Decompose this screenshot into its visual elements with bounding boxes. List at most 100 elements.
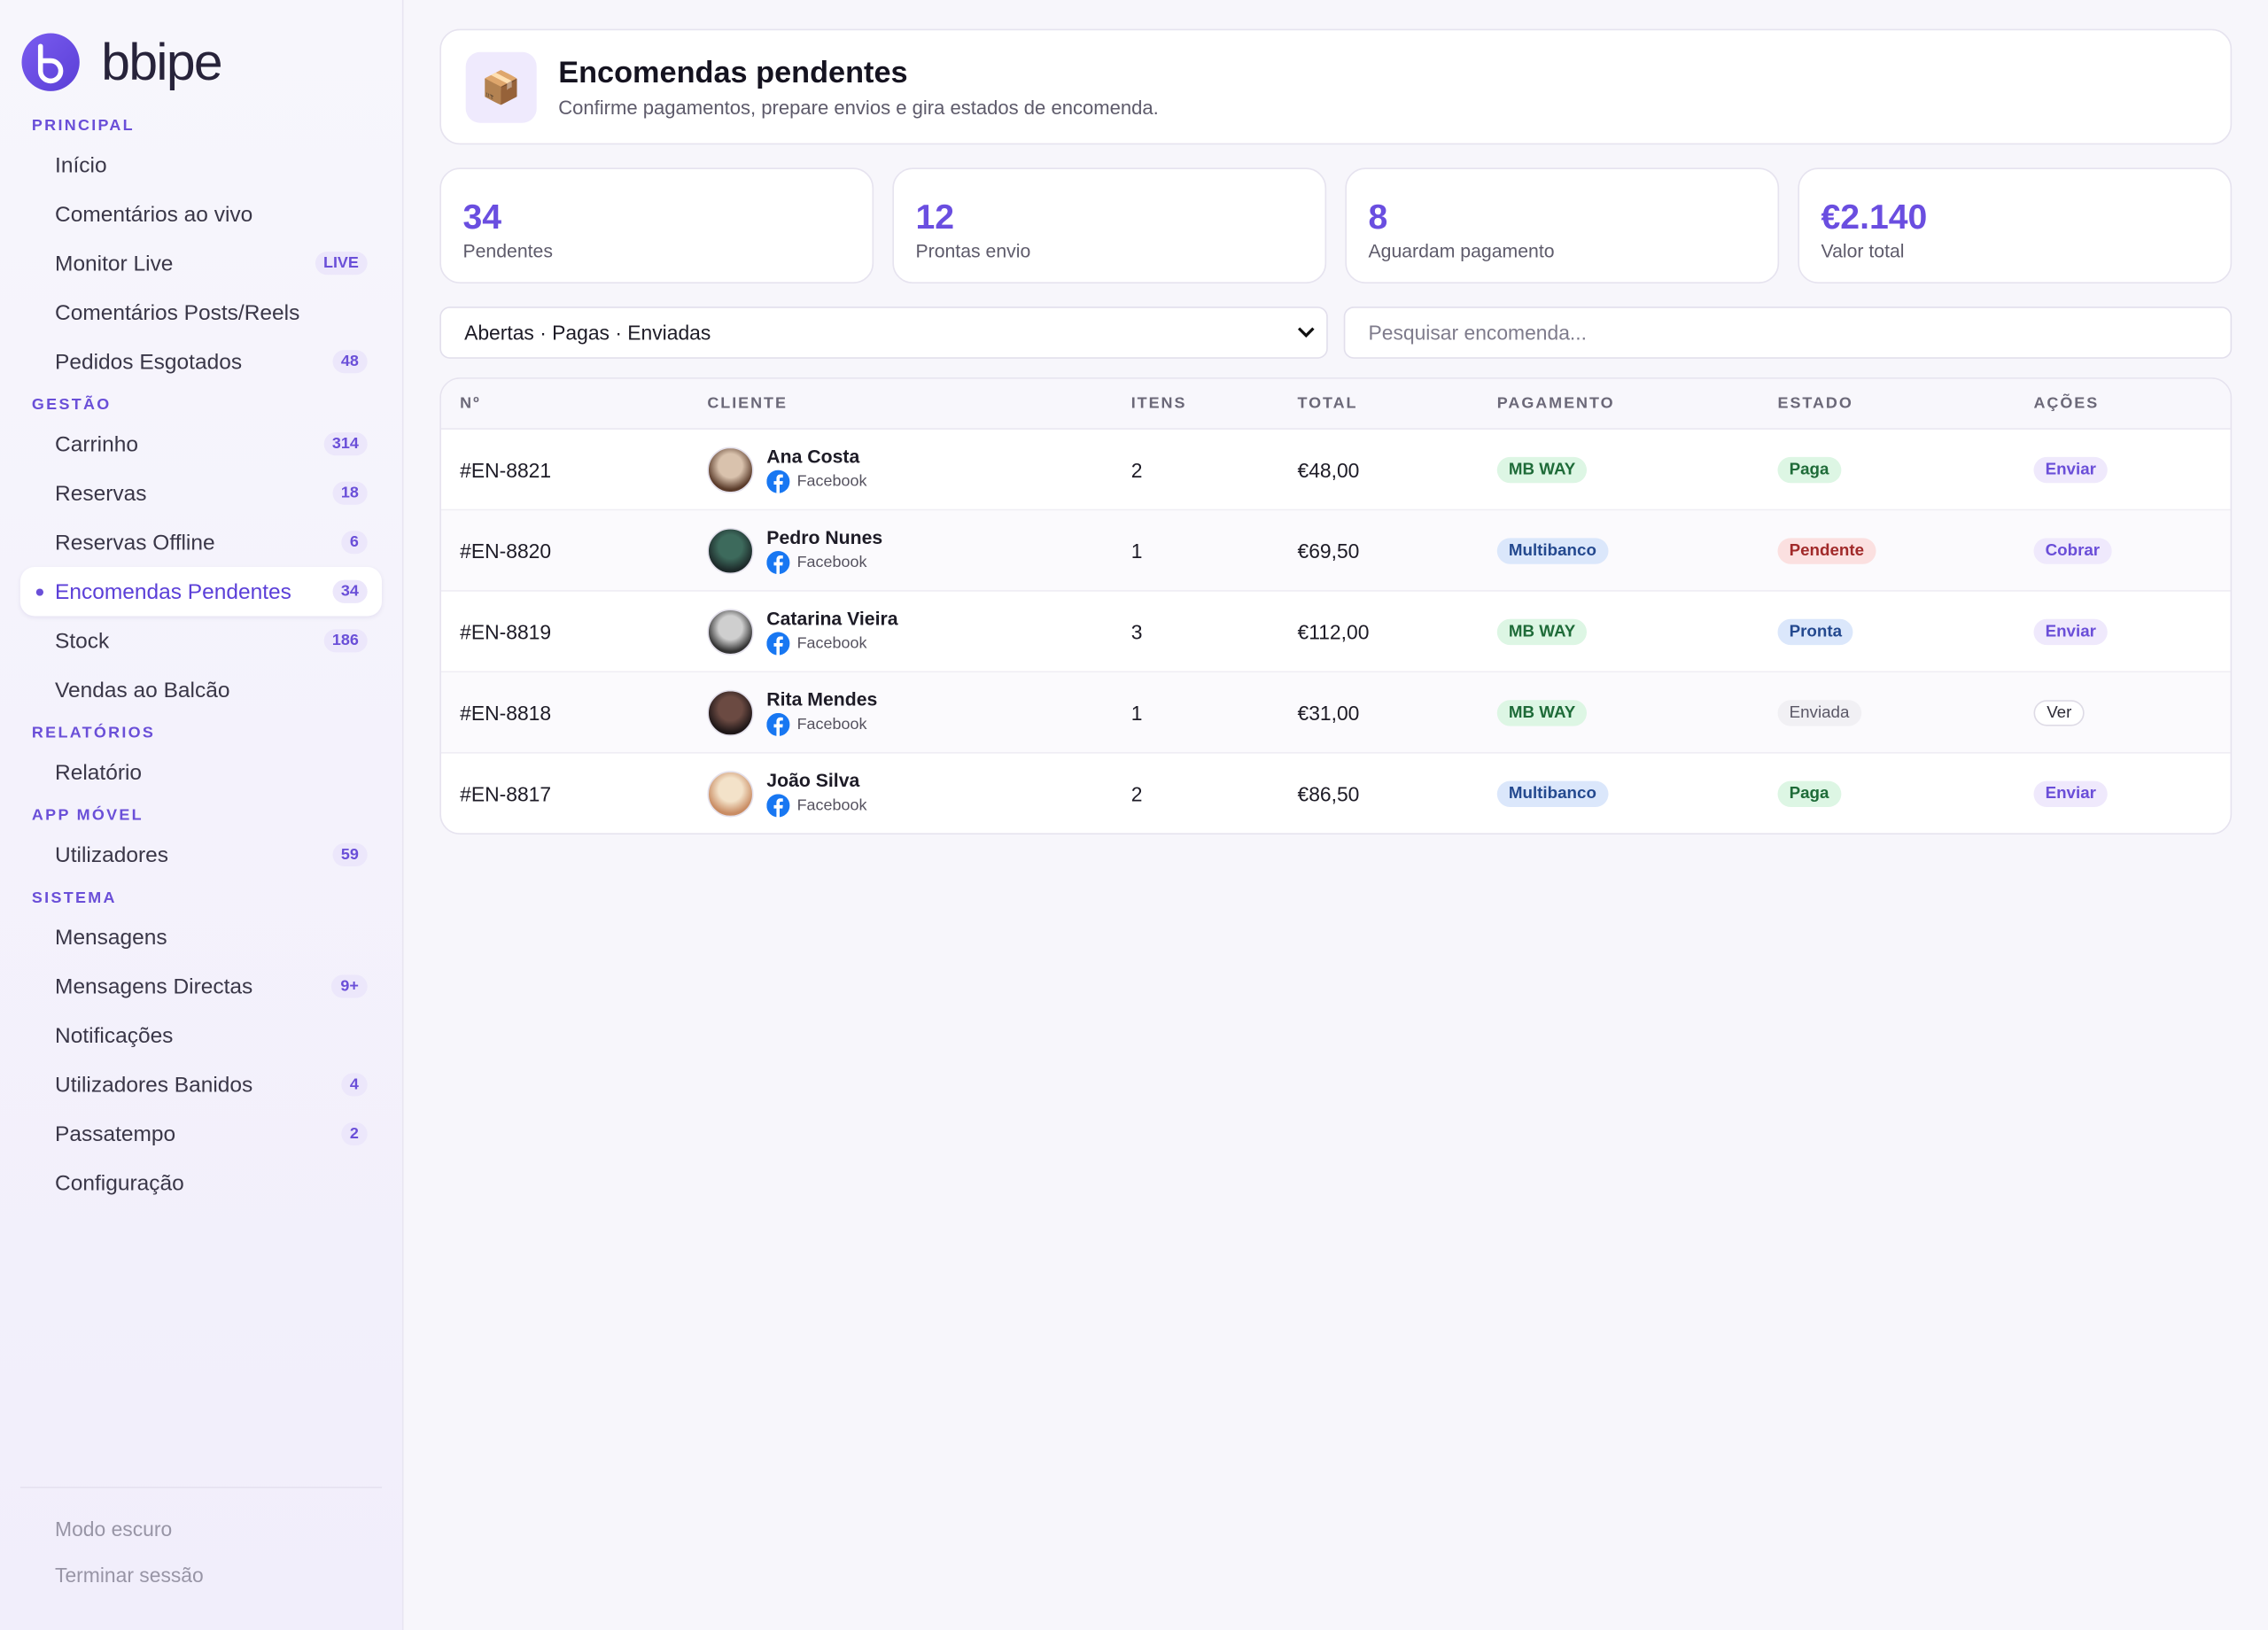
items-count: 2 [1130,781,1143,805]
nav-badge: 9+ [331,974,368,998]
column-header: ESTADO [1777,394,1853,413]
nav-item[interactable]: Reservas Offline 6 [20,517,382,567]
stat-card: 34 Pendentes [439,167,874,283]
action-button[interactable]: Cobrar [2033,538,2112,564]
table-row: #EN-8820 Pedro Nunes Facebook 1 €69,50 Multib… [440,510,2231,592]
nav-section: PRINCIPAL Início Comentários ao vivo Monito… [0,116,402,386]
nav-item[interactable]: Relatório [20,748,382,797]
footer-link[interactable]: Modo escuro [55,1517,173,1541]
facebook-icon [766,712,790,737]
nav-item[interactable]: Comentários ao vivo [20,190,382,239]
logo-icon [21,33,80,91]
nav-item[interactable]: Utilizadores 59 [20,830,382,880]
nav-item[interactable]: Passatempo 2 [20,1109,382,1159]
action-cell: Enviar [2033,455,2231,484]
logo[interactable]: bbipe [21,31,223,93]
payment-pill: MB WAY [1496,456,1588,484]
action-cell: Enviar [2033,780,2231,808]
payment-cell: Multibanco [1496,780,1778,808]
payment-pill: Multibanco [1496,538,1609,564]
nav-item[interactable]: Início [20,140,382,190]
column-header: Nº [460,394,481,413]
nav-label: Configuração [55,1170,184,1196]
items-count: 1 [1130,539,1143,563]
avatar [707,527,754,574]
source-name: Facebook [796,716,867,734]
stat-value: 34 [462,198,502,237]
stat-label: Aguardam pagamento [1368,240,1555,262]
client: João Silva Facebook [707,770,1130,818]
select-value: Abertas · Pagas · Enviadas [464,321,711,345]
nav-item[interactable]: Utilizadores Banidos 4 [20,1060,382,1110]
order-id: #EN-8821 [460,457,552,481]
nav-item[interactable]: Configuração [20,1159,382,1208]
avatar [707,688,754,736]
action-button[interactable]: Enviar [2033,618,2109,646]
stats: 34 Pendentes 12 Prontas envio 8 Aguardam paga… [439,167,2233,283]
client-name: Catarina Vieira [766,607,898,630]
action-button[interactable]: Ver [2033,700,2085,726]
nav-item[interactable]: Stock 186 [20,617,382,666]
stat-value: 12 [915,198,955,237]
status-select[interactable]: Abertas · Pagas · Enviadas [439,307,1328,359]
nav-badge: 4 [341,1073,368,1097]
nav-badge: 186 [323,629,368,653]
nav-item[interactable]: Mensagens Directas 9+ [20,962,382,1012]
status-cell: Pendente [1777,537,2034,564]
page-subtitle: Confirme pagamentos, prepare envios e gi… [558,97,1159,119]
nav-item[interactable]: Reservas 18 [20,469,382,518]
action-button[interactable]: Enviar [2033,456,2109,484]
facebook-icon [766,470,790,493]
nav-item[interactable]: Mensagens [20,912,382,962]
order-total: €112,00 [1297,619,1370,643]
payment-cell: Multibanco [1496,537,1778,564]
order-id: #EN-8819 [460,619,552,643]
header-icon: 📦 [465,51,537,123]
footer-link[interactable]: Terminar sessão [55,1563,204,1587]
page-header: 📦 Encomendas pendentes Confirme pagament… [439,28,2233,145]
avatar [707,446,754,493]
nav-badge: LIVE [315,252,368,276]
stat-value: 8 [1368,198,1388,237]
nav-label: Mensagens [55,925,167,950]
search-input[interactable]: Pesquisar encomenda... [1343,307,2233,359]
action-button[interactable]: Enviar [2033,780,2109,808]
nav-badge: 18 [332,481,368,505]
status-cell: Paga [1777,455,2034,484]
nav-item[interactable]: Vendas ao Balcão [20,665,382,715]
stat-label: Pendentes [462,240,553,262]
nav: PRINCIPAL Início Comentários ao vivo Monito… [0,116,402,1216]
client: Rita Mendes Facebook [707,688,1130,737]
column-header: CLIENTE [707,394,788,413]
nav-label: Notificações [55,1023,174,1048]
stat-card: €2.140 Valor total [1798,167,2233,283]
client-name: Ana Costa [766,445,860,468]
nav-badge: 2 [341,1122,368,1146]
nav-item[interactable]: Monitor Live LIVE [20,238,382,288]
nav-section: GESTÃO Carrinho 314 Reservas 18 Reservas Offl… [0,395,402,715]
nav-label: Início [55,152,107,177]
nav-section: RELATÓRIOS Relatório [0,723,402,796]
client-source: Facebook [766,712,877,737]
nav-item[interactable]: Notificações [20,1011,382,1060]
status-cell: Enviada [1777,699,2034,726]
nav-item[interactable]: Comentários Posts/Reels [20,288,382,338]
nav-item[interactable]: Carrinho 314 [20,419,382,469]
status-pill: Paga [1777,456,1841,484]
nav-item[interactable]: Pedidos Esgotados 48 [20,337,382,386]
brand: bbipe [101,31,222,91]
source-name: Facebook [796,634,867,653]
client-name: João Silva [766,769,860,792]
table-row: #EN-8817 João Silva Facebook 2 €86,50 Multiba… [441,754,2231,834]
status-pill: Paga [1777,780,1841,808]
nav-item[interactable]: Encomendas Pendentes 34 [19,566,383,617]
sidebar: bbipe PRINCIPAL Início Comentários ao vivo… [0,0,404,1630]
nav-label: Relatório [55,759,143,785]
nav-section: SISTEMA Mensagens Mensagens Directas 9+ Noti… [0,888,402,1207]
nav-badge: 6 [341,531,368,555]
section-title: PRINCIPAL [31,117,135,135]
stat-card: 12 Prontas envio [892,167,1327,283]
